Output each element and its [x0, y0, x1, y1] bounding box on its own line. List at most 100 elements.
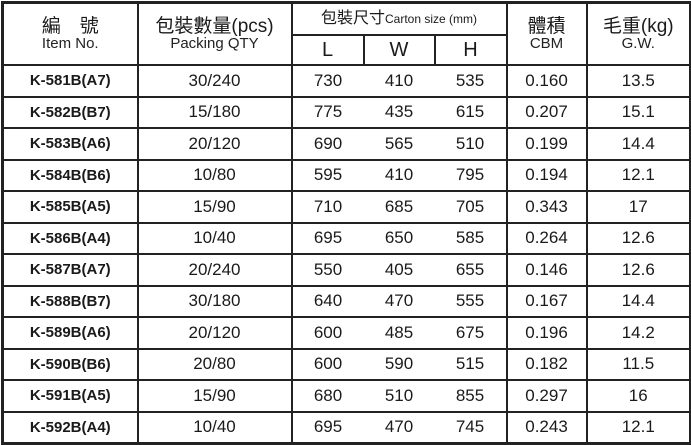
- cell-h: 515: [434, 347, 508, 381]
- cell-cbm: 0.207: [505, 95, 588, 129]
- cell-qty: 10/40: [136, 221, 293, 255]
- cell-l: 710: [290, 190, 364, 224]
- cell-h: 510: [434, 127, 508, 161]
- header-packing-en: Packing QTY: [170, 35, 259, 52]
- cell-h: 745: [434, 410, 508, 445]
- cell-qty: 30/240: [136, 64, 293, 98]
- cell-qty: 20/80: [136, 347, 293, 381]
- table-row: K-583B(A6) 20/120 690 565 510 0.199 14.4: [1, 127, 691, 161]
- cell-cbm: 0.297: [505, 379, 588, 413]
- cell-h: 585: [434, 221, 508, 255]
- cell-cbm: 0.194: [505, 158, 588, 192]
- header-carton-zh: 包裝尺寸: [320, 10, 385, 27]
- table-row: K-591B(A5) 15/90 680 510 855 0.297 16: [1, 379, 691, 413]
- header-length: L: [290, 34, 365, 66]
- cell-l: 730: [290, 64, 364, 98]
- cell-item: K-582B(B7): [1, 95, 139, 129]
- cell-item: K-591B(A5): [1, 379, 139, 413]
- cell-item: K-592B(A4): [1, 410, 139, 445]
- cell-gw: 12.6: [585, 253, 691, 287]
- cell-gw: 15.1: [585, 95, 691, 129]
- header-gw-zh: 毛重(kg): [602, 16, 674, 37]
- cell-qty: 20/120: [136, 316, 293, 350]
- cell-item: K-590B(B6): [1, 347, 139, 381]
- header-carton-en: Carton size (mm): [385, 12, 478, 26]
- cell-cbm: 0.196: [505, 316, 588, 350]
- cell-qty: 15/90: [136, 190, 293, 224]
- cell-gw: 12.1: [585, 158, 691, 192]
- cell-l: 550: [290, 253, 364, 287]
- cell-cbm: 0.199: [505, 127, 588, 161]
- cell-l: 600: [290, 347, 364, 381]
- cell-w: 470: [363, 284, 435, 318]
- cell-gw: 16: [585, 379, 691, 413]
- cell-w: 485: [363, 316, 435, 350]
- cell-item: K-584B(B6): [1, 158, 139, 192]
- cell-h: 655: [434, 253, 508, 287]
- header-cbm-zh: 體積: [527, 16, 566, 37]
- cell-item: K-583B(A6): [1, 127, 139, 161]
- table-row: K-585B(A5) 15/90 710 685 705 0.343 17: [1, 190, 691, 224]
- cell-qty: 20/120: [136, 127, 293, 161]
- cell-qty: 15/180: [136, 95, 293, 129]
- cell-h: 555: [434, 284, 508, 318]
- cell-l: 680: [290, 379, 364, 413]
- table-row: K-592B(A4) 10/40 695 470 745 0.243 12.1: [1, 410, 691, 445]
- cell-l: 695: [290, 410, 364, 445]
- cell-l: 640: [290, 284, 364, 318]
- cell-qty: 15/90: [136, 379, 293, 413]
- cell-item: K-586B(A4): [1, 221, 139, 255]
- cell-cbm: 0.343: [505, 190, 588, 224]
- cell-gw: 12.6: [585, 221, 691, 255]
- table-row: K-586B(A4) 10/40 695 650 585 0.264 12.6: [1, 221, 691, 255]
- cell-l: 695: [290, 221, 364, 255]
- cell-gw: 13.5: [585, 64, 691, 98]
- header-packing-qty: 包裝數量(pcs) Packing QTY: [136, 1, 293, 66]
- table-row: K-587B(A7) 20/240 550 405 655 0.146 12.6: [1, 253, 691, 287]
- cell-h: 535: [434, 64, 508, 98]
- cell-gw: 14.4: [585, 284, 691, 318]
- cell-qty: 10/80: [136, 158, 293, 192]
- cell-gw: 14.4: [585, 127, 691, 161]
- table-row: K-581B(A7) 30/240 730 410 535 0.160 13.5: [1, 64, 691, 98]
- table-body: K-581B(A7) 30/240 730 410 535 0.160 13.5 K-582B…: [1, 64, 691, 445]
- cell-h: 855: [434, 379, 508, 413]
- cell-qty: 10/40: [136, 410, 293, 445]
- cell-h: 615: [434, 95, 508, 129]
- cell-item: K-588B(B7): [1, 284, 139, 318]
- cell-cbm: 0.167: [505, 284, 588, 318]
- header-item-zh: 編 號: [41, 16, 99, 37]
- cell-w: 590: [363, 347, 435, 381]
- cell-gw: 17: [585, 190, 691, 224]
- table-row: K-582B(B7) 15/180 775 435 615 0.207 15.1: [1, 95, 691, 129]
- cell-h: 795: [434, 158, 508, 192]
- cell-l: 595: [290, 158, 364, 192]
- cell-h: 705: [434, 190, 508, 224]
- table-row: K-589B(A6) 20/120 600 485 675 0.196 14.2: [1, 316, 691, 350]
- cell-cbm: 0.182: [505, 347, 588, 381]
- header-height: H: [433, 34, 508, 66]
- cell-gw: 14.2: [585, 316, 691, 350]
- cell-gw: 12.1: [585, 410, 691, 445]
- cell-item: K-589B(A6): [1, 316, 139, 350]
- cell-qty: 20/240: [136, 253, 293, 287]
- cell-cbm: 0.264: [505, 221, 588, 255]
- header-width: W: [362, 34, 436, 66]
- cell-w: 510: [363, 379, 435, 413]
- cell-cbm: 0.160: [505, 64, 588, 98]
- cell-w: 410: [363, 64, 435, 98]
- cell-item: K-581B(A7): [1, 64, 139, 98]
- cell-w: 470: [363, 410, 435, 445]
- header-gw-en: G.W.: [621, 35, 655, 52]
- cell-w: 650: [363, 221, 435, 255]
- cell-cbm: 0.146: [505, 253, 588, 287]
- cell-w: 435: [363, 95, 435, 129]
- header-item-en: Item No.: [41, 35, 99, 52]
- cell-l: 690: [290, 127, 364, 161]
- table-row: K-584B(B6) 10/80 595 410 795 0.194 12.1: [1, 158, 691, 192]
- cell-h: 675: [434, 316, 508, 350]
- header-packing-zh: 包裝數量(pcs): [155, 16, 274, 37]
- cell-w: 405: [363, 253, 435, 287]
- cell-w: 410: [363, 158, 435, 192]
